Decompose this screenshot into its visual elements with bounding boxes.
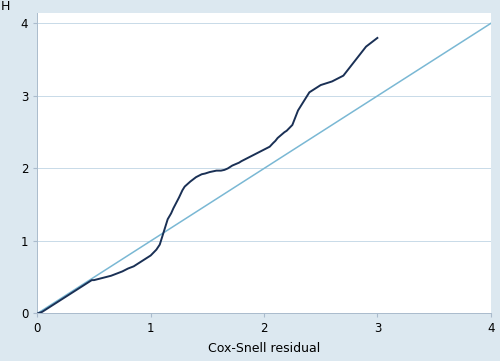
X-axis label: Cox-Snell residual: Cox-Snell residual	[208, 343, 320, 356]
Y-axis label: H: H	[1, 0, 11, 13]
